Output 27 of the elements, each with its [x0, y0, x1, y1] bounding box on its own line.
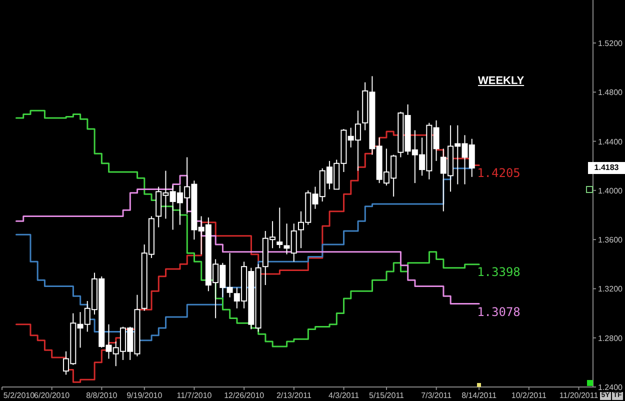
y-tick-label: 1.2400 [598, 383, 624, 392]
x-tick-label: 10/2/2011 [511, 391, 547, 400]
annotation: 1.3078 [477, 304, 520, 319]
x-tick-label: 12/26/2010 [224, 391, 265, 400]
x-tick-label: 11/20/2011 [559, 391, 599, 400]
x-tick-label: 11/7/2010 [176, 391, 212, 400]
text: WEEKLY [478, 75, 524, 88]
annotation: 1.3398 [477, 265, 520, 280]
x-tick-label: 4/3/2011 [328, 391, 360, 400]
x-tick-label: 8/14/2011 [462, 391, 498, 400]
x-tick-label: 6/20/2010 [34, 391, 70, 400]
y-tick-label: 1.3600 [598, 236, 624, 245]
candlestick [276, 207, 283, 249]
y-tick-label: 1.5200 [598, 39, 624, 48]
x-tick-label: 8/8/2010 [86, 391, 118, 400]
y-tick-label: 1.4800 [598, 88, 624, 98]
x-tick-label: 2/13/2011 [276, 391, 312, 400]
annotation: 1.4205 [477, 166, 520, 180]
y-tick-label: 1.4000 [598, 186, 624, 196]
x-tick-label: 9/19/2010 [126, 391, 163, 400]
y-tick-label: 1.4400 [598, 137, 624, 146]
annotation: 1.4183 [588, 162, 625, 174]
y-tick-label: 1.2800 [598, 334, 624, 343]
x-tick-label: 7/3/2011 [421, 391, 452, 400]
x-tick-label: 5/2/2010 [3, 391, 36, 400]
y-tick-label: 1.3200 [598, 284, 624, 294]
x-tick-label: 5/15/2011 [369, 391, 405, 400]
